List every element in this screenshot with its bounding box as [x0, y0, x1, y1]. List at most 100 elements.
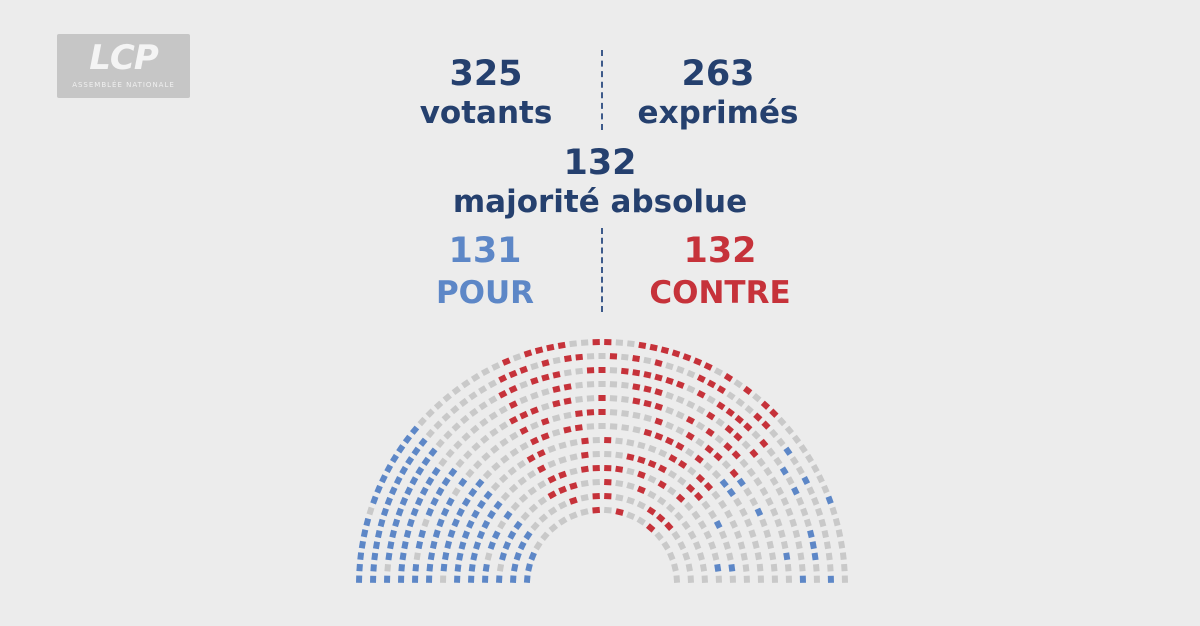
- seat-pour: [713, 520, 723, 530]
- seat-absent: [703, 530, 712, 540]
- seat-absent: [482, 469, 493, 480]
- seat-absent: [835, 529, 844, 538]
- seat-absent: [759, 518, 768, 528]
- seat-contre: [541, 359, 550, 367]
- seat-pour: [456, 507, 465, 517]
- seat-pour: [384, 496, 393, 506]
- seat-contre: [729, 468, 739, 478]
- seat-pour: [415, 466, 425, 476]
- seat-absent: [465, 468, 475, 478]
- seat-absent: [480, 367, 491, 377]
- seat-absent: [677, 476, 687, 486]
- seat-absent: [759, 486, 769, 497]
- seat-pour: [430, 497, 439, 507]
- seat-absent: [558, 441, 567, 450]
- seat-contre: [530, 406, 539, 415]
- seat-absent: [470, 373, 481, 382]
- seat-contre: [552, 385, 561, 393]
- seat-pour: [428, 447, 438, 457]
- seat-pour: [807, 529, 815, 539]
- seat-absent: [563, 369, 572, 377]
- seat-absent: [733, 497, 743, 507]
- seat-absent: [795, 465, 805, 476]
- seat-absent: [519, 441, 529, 451]
- seat-absent: [674, 511, 684, 522]
- seat-contre: [509, 415, 519, 425]
- seat-absent: [453, 440, 463, 450]
- seat-absent: [609, 395, 618, 402]
- seat-pour: [426, 563, 434, 572]
- lcp-logo: LCP ASSEMBLÉE NATIONALE: [57, 34, 190, 98]
- seat-pour: [387, 541, 395, 550]
- seat-absent: [538, 513, 548, 523]
- seat-contre: [695, 473, 706, 484]
- seat-contre: [693, 357, 703, 366]
- seat-absent: [687, 466, 697, 476]
- seat-absent: [681, 520, 691, 531]
- seat-absent: [481, 452, 491, 462]
- seat-pour: [370, 564, 377, 572]
- seat-absent: [459, 397, 469, 407]
- seat-pour: [448, 467, 458, 478]
- seat-contre: [586, 409, 595, 416]
- seat-pour: [401, 541, 409, 550]
- pour-label: POUR: [435, 275, 535, 311]
- seat-contre: [643, 399, 652, 408]
- seat-absent: [667, 470, 678, 479]
- seat-pour: [402, 434, 412, 445]
- seat-contre: [638, 341, 647, 349]
- seat-absent: [569, 453, 578, 461]
- seat-contre: [657, 464, 667, 474]
- seat-absent: [626, 496, 635, 505]
- seat-absent: [615, 437, 623, 445]
- seat-absent: [726, 552, 734, 561]
- seat-absent: [827, 564, 834, 572]
- seat-absent: [463, 450, 473, 460]
- seat-contre: [664, 436, 674, 446]
- seat-absent: [510, 501, 520, 512]
- seat-pour: [396, 444, 406, 454]
- seat-contre: [501, 357, 511, 366]
- seat-absent: [551, 428, 561, 437]
- seat-pour: [471, 509, 480, 519]
- seat-pour: [379, 474, 388, 484]
- seat-pour: [398, 564, 405, 572]
- seat-contre: [581, 451, 589, 459]
- seat-pour: [487, 541, 496, 550]
- seat-absent: [806, 486, 815, 496]
- seat-absent: [498, 405, 508, 415]
- seat-pour: [809, 541, 817, 550]
- seat-contre: [636, 485, 646, 494]
- seat-contre: [563, 383, 572, 391]
- seat-contre: [646, 506, 657, 516]
- seat-pour: [392, 518, 401, 528]
- seat-contre: [632, 369, 641, 377]
- seat-absent: [615, 479, 624, 488]
- seat-absent: [500, 454, 510, 464]
- seat-pour: [374, 484, 383, 494]
- seat-absent: [496, 563, 505, 572]
- seat-absent: [530, 362, 539, 371]
- seat-absent: [533, 541, 543, 551]
- seat-contre: [656, 513, 666, 523]
- seat-pour: [377, 518, 386, 528]
- seat-contre: [696, 389, 706, 399]
- seat-pour: [425, 507, 434, 517]
- seat-pour: [791, 486, 800, 496]
- seat-absent: [460, 414, 470, 425]
- seat-pour: [363, 517, 372, 527]
- seat-pour: [507, 530, 517, 540]
- seat-pour: [513, 552, 522, 561]
- seat-contre: [743, 422, 753, 432]
- seat-pour: [372, 541, 381, 550]
- seat-pour: [389, 529, 397, 539]
- seat-absent: [563, 411, 572, 420]
- seat-pour: [435, 486, 445, 497]
- seat-absent: [366, 506, 375, 516]
- seat-absent: [770, 507, 779, 517]
- seat-contre: [753, 412, 763, 422]
- seat-absent: [708, 509, 717, 520]
- seat-absent: [621, 410, 629, 417]
- seat-contre: [723, 442, 733, 452]
- seat-contre: [759, 438, 769, 449]
